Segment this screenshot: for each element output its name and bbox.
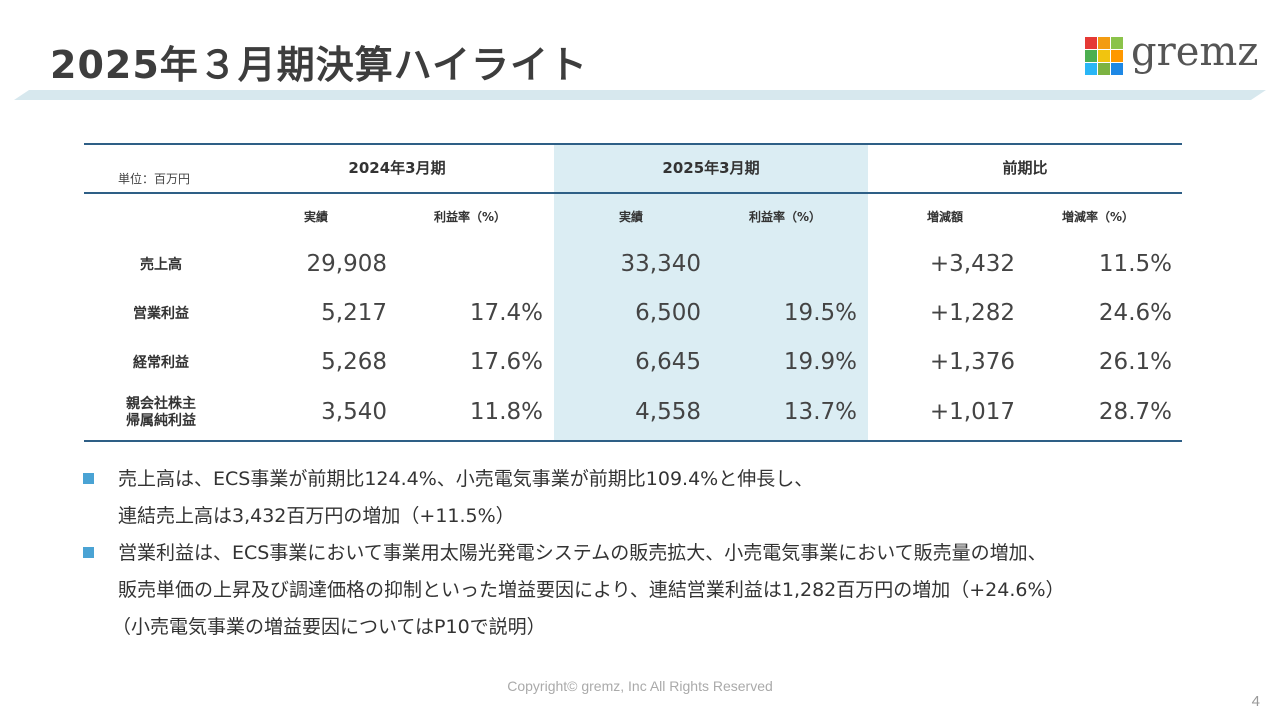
- bullet-sales-line1: 売上高は、ECS事業が前期比124.4%、小売電気事業が前期比109.4%と伸長…: [118, 468, 814, 490]
- subheader-actual-2025: 実績: [619, 210, 644, 224]
- table-cell: 17.4%: [469, 300, 543, 326]
- square-bullet-icon: [83, 547, 94, 558]
- table-cell: 19.9%: [783, 349, 857, 375]
- subheader-margin-2025: 利益率（%）: [749, 210, 822, 224]
- subheader-margin-2024: 利益率（%）: [434, 210, 507, 224]
- table-cell: 24.6%: [1098, 300, 1172, 326]
- logo-wordmark: gremz: [1131, 29, 1259, 75]
- row-label-net-income-line1: 親会社株主: [126, 396, 196, 412]
- table-cell: 17.6%: [469, 349, 543, 375]
- group-header-fy2024: 2024年3月期: [348, 159, 446, 177]
- table-bottom-rule: [84, 440, 1182, 442]
- table-cell: 3,540: [321, 399, 387, 425]
- table-cell: 33,340: [620, 251, 701, 277]
- row-label-net-income: 親会社株主 帰属純利益: [96, 396, 226, 430]
- logo-tile: [1085, 37, 1097, 49]
- group-header-fy2025: 2025年3月期: [662, 159, 760, 177]
- row-label-net-income-line2: 帰属純利益: [126, 413, 196, 429]
- table-cell: 26.1%: [1098, 349, 1172, 375]
- unit-label: 単位：百万円: [118, 172, 191, 186]
- logo-tile: [1111, 37, 1123, 49]
- current-year-highlight: [554, 143, 868, 441]
- logo-mosaic-icon: [1085, 37, 1123, 75]
- bullet-operating-profit: 営業利益は、ECS事業において事業用太陽光発電システムの販売拡大、小売電気事業に…: [80, 535, 1220, 646]
- gremz-logo: gremz: [1085, 32, 1258, 76]
- logo-tile: [1098, 37, 1110, 49]
- table-cell: 6,645: [635, 349, 701, 375]
- bullet-note: （小売電気事業の増益要因についてはP10で説明）: [112, 616, 546, 638]
- subheader-change-amount: 増減額: [927, 210, 964, 224]
- copyright-footer: Copyright© gremz, Inc All Rights Reserve…: [507, 678, 773, 694]
- table-cell: 6,500: [635, 300, 701, 326]
- table-cell: +3,432: [929, 251, 1015, 277]
- table-cell: 5,268: [321, 349, 387, 375]
- logo-tile: [1098, 63, 1110, 75]
- subheader-change-rate: 増減率（%）: [1062, 210, 1135, 224]
- table-cell: 11.8%: [469, 399, 543, 425]
- logo-tile: [1085, 50, 1097, 62]
- page-number: 4: [1251, 693, 1260, 710]
- subheader-actual-2024: 実績: [304, 210, 329, 224]
- table-cell: 4,558: [635, 399, 701, 425]
- bullet-sales-line2: 連結売上高は3,432百万円の増加（+11.5%）: [118, 505, 515, 527]
- square-bullet-icon: [83, 473, 94, 484]
- bullet-operating-profit-line2: 販売単価の上昇及び調達価格の抑制といった増益要因により、連結営業利益は1,282…: [118, 579, 1065, 601]
- table-cell: 29,908: [306, 251, 387, 277]
- table-cell: 19.5%: [783, 300, 857, 326]
- bullet-sales: 売上高は、ECS事業が前期比124.4%、小売電気事業が前期比109.4%と伸長…: [80, 461, 1220, 535]
- table-cell: +1,376: [929, 349, 1015, 375]
- table-cell: +1,017: [929, 399, 1015, 425]
- table-cell: 11.5%: [1098, 251, 1172, 277]
- logo-tile: [1098, 50, 1110, 62]
- logo-tile: [1111, 50, 1123, 62]
- group-header-yoy: 前期比: [1002, 159, 1048, 177]
- table-cell: 28.7%: [1098, 399, 1172, 425]
- table-cell: +1,282: [929, 300, 1015, 326]
- bullet-operating-profit-line1: 営業利益は、ECS事業において事業用太陽光発電システムの販売拡大、小売電気事業に…: [118, 542, 1047, 564]
- row-label-sales: 売上高: [140, 257, 182, 273]
- title-underline-bar: [14, 90, 1266, 100]
- highlight-bullets: 売上高は、ECS事業が前期比124.4%、小売電気事業が前期比109.4%と伸長…: [80, 461, 1220, 646]
- financial-highlights-table: 単位：百万円 2024年3月期 2025年3月期 前期比 実績 利益率（%） 実…: [84, 143, 1182, 442]
- logo-tile: [1111, 63, 1123, 75]
- logo-tile: [1085, 63, 1097, 75]
- page-title: 2025年３月期決算ハイライト: [50, 43, 589, 87]
- table-cell: 13.7%: [783, 399, 857, 425]
- row-label-ordinary-profit: 経常利益: [133, 355, 189, 371]
- table-header-rule: [84, 192, 1182, 194]
- row-label-operating-profit: 営業利益: [133, 306, 189, 322]
- table-cell: 5,217: [321, 300, 387, 326]
- table-top-rule: [84, 143, 1182, 145]
